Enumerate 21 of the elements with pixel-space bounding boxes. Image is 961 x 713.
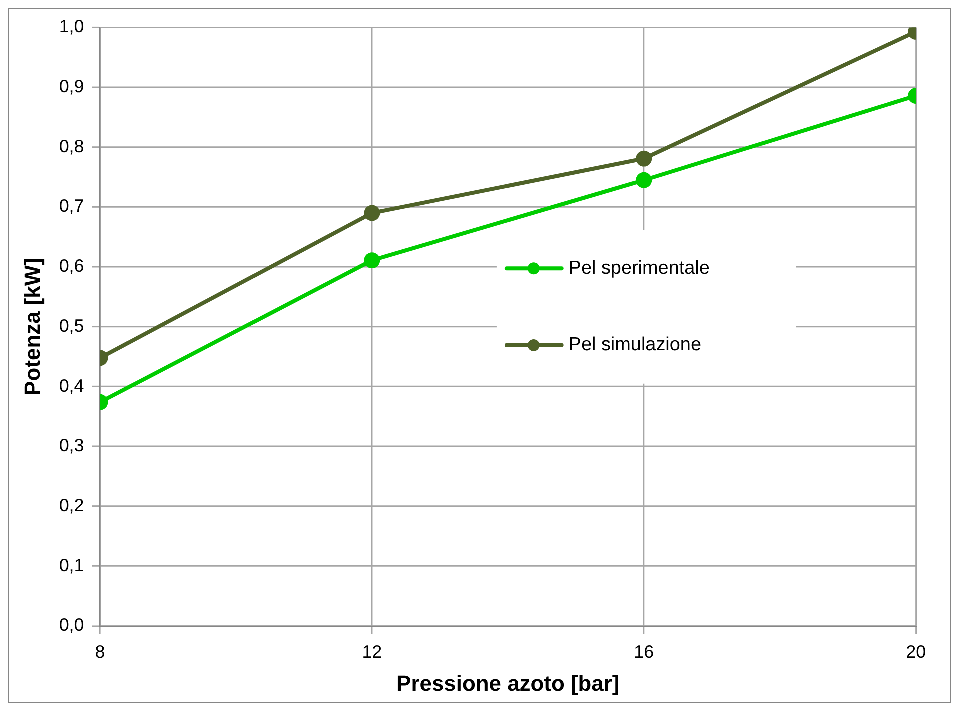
- y-tick-label: 0,9: [59, 76, 84, 97]
- y-tick-label: 0,7: [59, 196, 84, 216]
- y-tick-label: 0,8: [59, 136, 84, 156]
- y-tick-label: 0,6: [59, 256, 84, 276]
- x-axis-title: Pressione azoto [bar]: [396, 670, 620, 696]
- y-tick-label: 0,3: [59, 436, 84, 456]
- legend-label: Pel simulazione: [568, 334, 702, 356]
- x-tick-label: 8: [95, 642, 106, 662]
- y-tick-label: 1,0: [59, 16, 84, 37]
- y-tick-label: 0,0: [59, 615, 84, 636]
- x-tick-label: 20: [906, 642, 926, 662]
- y-tick-label: 0,2: [59, 495, 84, 516]
- y-axis-title: Potenza [kW]: [20, 258, 46, 396]
- x-tick-label: 12: [362, 642, 382, 662]
- y-tick-label: 0,4: [59, 376, 84, 396]
- legend-label: Pel sperimentale: [568, 258, 710, 279]
- y-tick-label: 0,1: [59, 555, 84, 576]
- y-tick-label: 0,5: [59, 316, 84, 336]
- point: [364, 205, 380, 222]
- x-tick-label: 16: [634, 642, 654, 662]
- point: [636, 150, 652, 167]
